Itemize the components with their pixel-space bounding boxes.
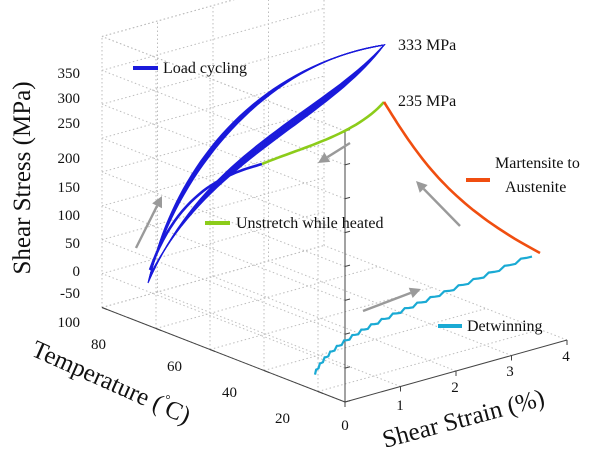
grid-line-floor [157,291,401,387]
y-tick-mark [209,349,216,352]
y-tick-mark [317,391,324,394]
grid-line-floor [212,276,457,372]
series-unstretch [261,101,385,166]
z-tick-mark [344,264,351,267]
legend-label-martensite-line1: Martensite to [495,155,580,172]
x-tick-label: 2 [451,380,459,396]
legend-label-load-cycling: Load cycling [163,60,247,77]
series-martensite [382,101,541,255]
arrow-head [152,196,162,209]
z-tick-mark [344,162,351,166]
y-axis-title-degree: ° [162,391,173,407]
grid-line-side [101,205,346,301]
z-tick-label: 50 [65,236,80,252]
z-tick-label: 0 [73,264,81,280]
grid-line-side [101,239,346,335]
z-tick-mark [344,298,351,301]
grid-line-side [101,36,346,132]
grid-line-back [101,75,325,139]
grid-line-floor [101,245,325,308]
grid-line-floor [268,260,512,356]
arrow-shaft [326,141,351,159]
grid-line-side [101,171,346,267]
grid-line-back [101,177,325,241]
grid-line-top [101,36,346,132]
grid-line-side [101,273,346,369]
arrow-shaft [362,291,412,313]
arrow-shaft [134,205,159,249]
y-tick-mark [155,328,162,331]
y-tick-labels: 100 80 60 40 20 [58,315,291,427]
z-tick-mark [344,366,351,369]
z-tick-label: 200 [58,151,81,167]
grid-line-floor [317,329,541,392]
grid-line-side [101,69,346,166]
y-axis-title-text: Temperature (°C) [28,334,196,430]
z-tick-mark [344,196,351,200]
legend-load-cycling: Load cycling [133,60,247,77]
y-tick-mark [263,370,270,373]
grid-line-side [101,103,346,200]
direction-arrow [362,287,421,313]
y-axis-title: Temperature (°C) [28,334,196,430]
x-tick-label: 4 [562,349,570,365]
direction-arrow [318,141,351,163]
direction-arrow [416,181,461,227]
series-load-cycling-branch [148,162,263,271]
arrow-head [416,181,428,193]
x-tick-labels: 0 1 2 3 4 [341,349,570,434]
series-load-cycling-loop [150,44,386,274]
z-tick-label: -50 [60,286,80,302]
y-tick-label: 40 [222,385,237,401]
series-detwinning [313,255,533,375]
legend-label-unstretch: Unstretch while heated [236,215,384,232]
y-tick-mark [101,307,108,310]
z-tick-label: 300 [58,91,81,107]
x-tick-label: 1 [396,398,404,414]
grid-line-floor [263,308,487,371]
grid-line-back [101,7,325,71]
arrow-head [318,152,331,163]
y-axis-line [101,307,346,403]
y-tick-label: 60 [167,359,182,375]
z-tick-mark [344,400,351,403]
direction-arrow [134,196,162,249]
grid-line-back [101,109,325,173]
y-tick-label: 20 [275,411,290,427]
legend-detwinning: Detwinning [438,318,543,335]
z-tick-label: 100 [58,208,81,224]
annotation-333: 333 MPa [398,37,456,54]
z-axis-title: Shear Stress (MPa) [9,81,36,274]
x-axis-title: Shear Strain (%) [380,385,548,454]
arrows-layer [134,141,461,313]
grid-line-floor [323,245,568,341]
legend-unstretch: Unstretch while heated [205,215,384,232]
arrow-head [408,287,421,299]
z-tick-mark [344,230,351,234]
legend-martensite: Martensite to Austenite [466,155,580,196]
z-tick-label: 350 [58,66,81,82]
x-tick-label: 0 [341,418,349,434]
arrow-shaft [422,188,461,227]
grid-line-floor [155,266,379,329]
grid-line-back [101,211,325,275]
legend-label-detwinning: Detwinning [467,318,543,335]
grid-line-side [101,137,346,234]
y-tick-label: 100 [58,315,81,331]
annotation-235: 235 MPa [398,93,456,110]
z-tick-mark [344,332,351,335]
y-tick-label: 80 [91,337,106,353]
x-tick-label: 3 [506,364,514,380]
grid-line-back [101,41,325,105]
curves-layer [147,44,541,375]
z-tick-label: 150 [58,180,81,196]
legend-label-martensite-line2: Austenite [505,179,566,196]
z-tick-label: 250 [58,116,81,132]
z-tick-labels: 350 300 250 200 150 100 50 0 -50 [58,66,81,302]
